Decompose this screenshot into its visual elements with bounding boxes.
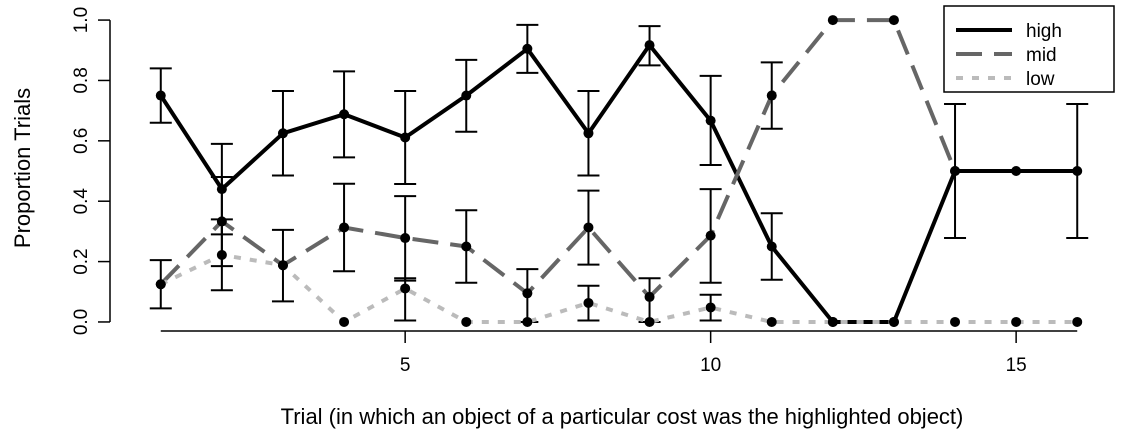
data-point-low: [950, 316, 961, 327]
data-point-low: [827, 316, 838, 327]
plot-area: [149, 15, 1089, 327]
y-tick-label: 0.8: [71, 67, 92, 93]
y-tick-label: 0.6: [71, 128, 92, 154]
series-line-high: [159, 43, 1078, 324]
data-point-high: [766, 241, 777, 252]
data-point-low: [1011, 316, 1022, 327]
data-point-low: [583, 297, 594, 308]
legend-entry-mid: mid: [956, 45, 1057, 66]
data-point-high: [461, 90, 472, 101]
legend-entry-low: low: [956, 69, 1055, 90]
series-mid: [149, 15, 961, 323]
data-point-mid: [339, 222, 350, 233]
y-tick-label: 0.0: [71, 309, 92, 335]
data-point-mid: [950, 166, 961, 177]
data-point-low: [1072, 316, 1083, 327]
series-low: [155, 218, 1083, 327]
data-point-low: [400, 283, 411, 294]
legend-label: mid: [1026, 45, 1057, 66]
axes: 5 10 15 0.0 0.2 0.4 0.6 0.8 1.0: [71, 7, 1078, 376]
x-tick-label: 10: [700, 355, 721, 376]
legend-label: high: [1026, 21, 1062, 42]
y-axis-label: Proportion Trials: [10, 88, 35, 248]
data-point-high: [644, 40, 655, 51]
data-point-low: [155, 279, 166, 290]
data-point-mid: [888, 15, 899, 26]
data-point-high: [1072, 166, 1083, 177]
series-line-low: [159, 252, 1078, 324]
legend-label: low: [1026, 69, 1055, 90]
y-tick-label: 1.0: [71, 7, 92, 33]
data-point-mid: [644, 291, 655, 302]
y-tick-label: 0.2: [71, 248, 92, 274]
data-point-low: [339, 316, 350, 327]
x-tick-label: 5: [400, 355, 411, 376]
data-point-high: [705, 115, 716, 126]
data-point-low: [766, 316, 777, 327]
legend-entry-high: high: [956, 21, 1062, 42]
data-point-mid: [583, 222, 594, 233]
data-point-high: [339, 109, 350, 120]
x-tick-label: 15: [1006, 355, 1027, 376]
data-point-high: [277, 128, 288, 139]
data-point-mid: [522, 288, 533, 299]
data-point-mid: [827, 15, 838, 26]
data-point-mid: [461, 241, 472, 252]
data-point-high: [155, 90, 166, 101]
data-point-mid: [400, 233, 411, 244]
data-point-high: [583, 128, 594, 139]
data-point-high: [522, 43, 533, 54]
series-line-mid: [159, 18, 957, 299]
data-point-high: [1011, 166, 1022, 177]
data-point-low: [888, 316, 899, 327]
data-point-high: [400, 132, 411, 143]
data-point-low: [644, 316, 655, 327]
y-tick-label: 0.4: [71, 188, 92, 215]
x-axis-label: Trial (in which an object of a particula…: [281, 404, 964, 429]
data-point-low: [705, 302, 716, 313]
legend: high mid low: [943, 5, 1115, 93]
data-point-mid: [766, 90, 777, 101]
data-point-low: [461, 316, 472, 327]
data-point-mid: [705, 230, 716, 241]
data-point-low: [216, 249, 227, 260]
data-point-low: [277, 260, 288, 271]
data-point-low: [522, 316, 533, 327]
